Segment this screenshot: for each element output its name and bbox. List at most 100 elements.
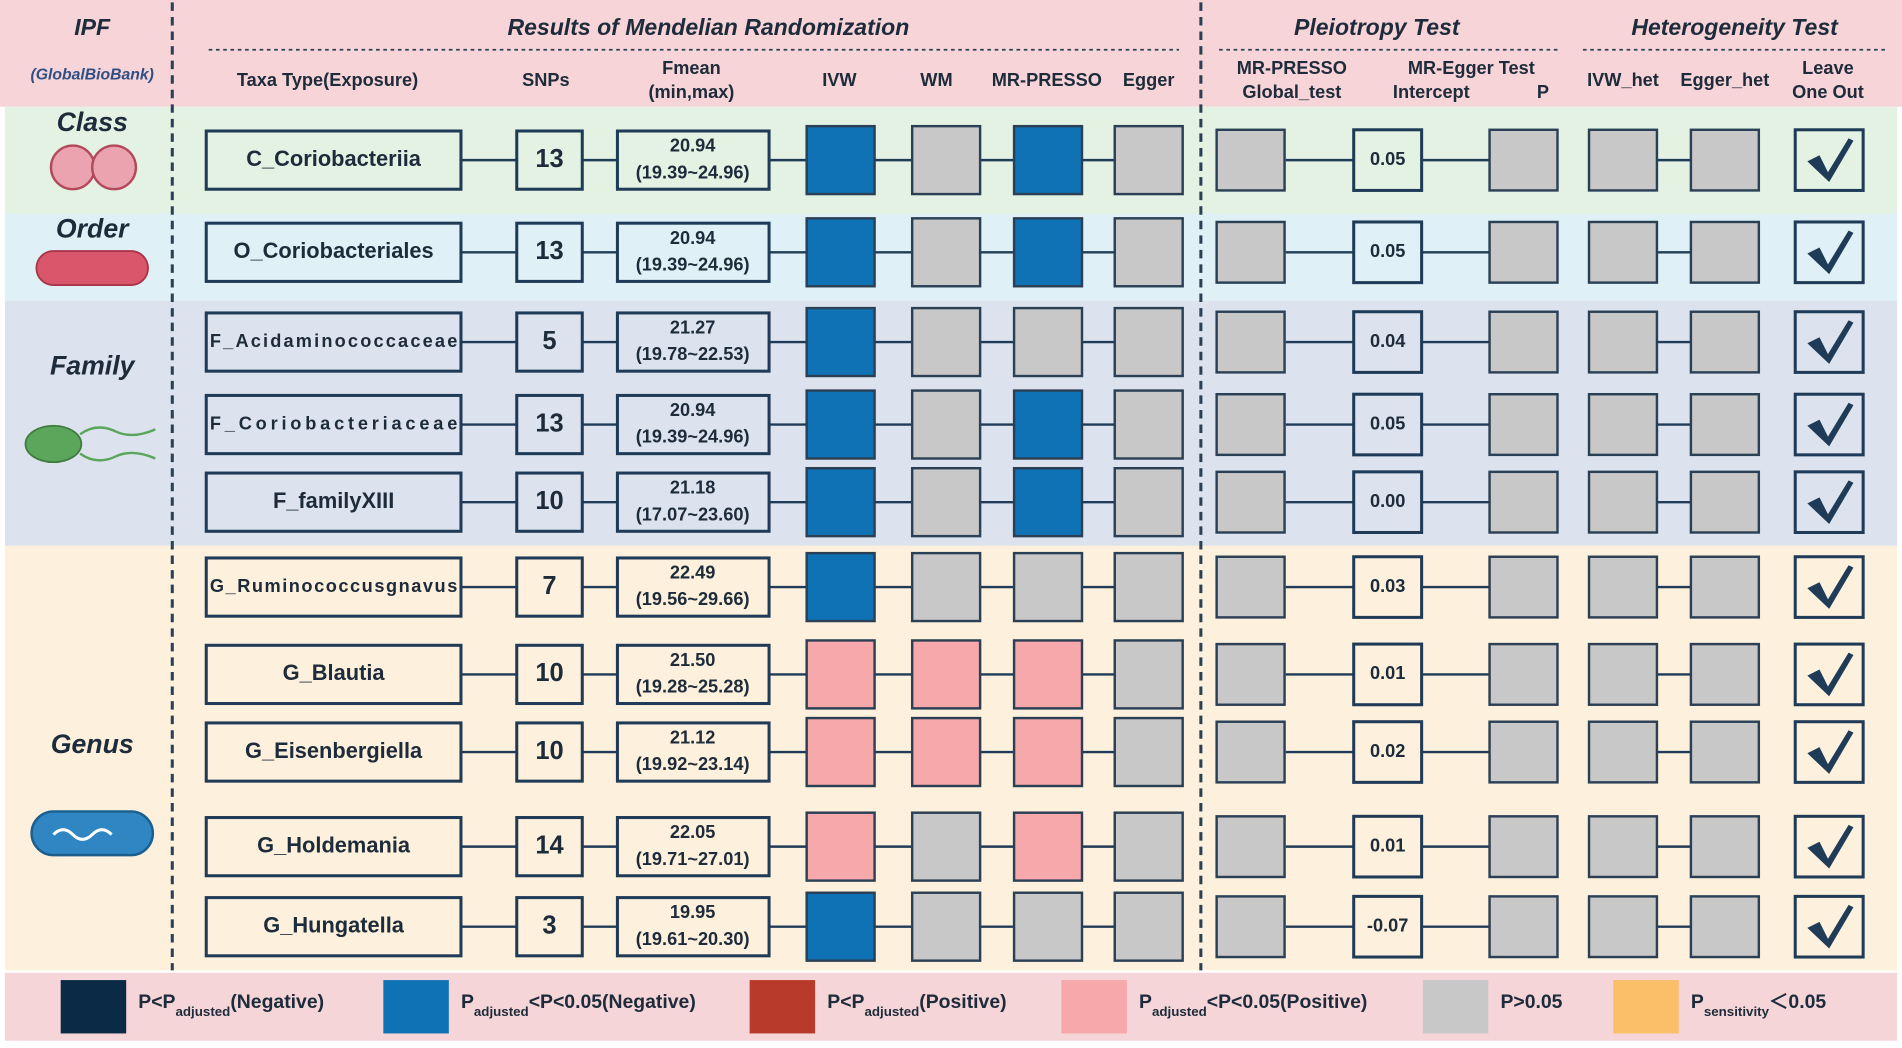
- taxa-box: [204, 471, 463, 533]
- taxa: G_Holdemania: [257, 832, 411, 857]
- fmean-box: [615, 221, 771, 283]
- snps-box: [515, 896, 584, 958]
- fmean: 20.94: [670, 136, 716, 156]
- test-result: [1689, 895, 1761, 959]
- check-mark: [1807, 320, 1854, 364]
- snps-box: [515, 393, 584, 456]
- legend-label: Psensitivity＜0.05: [1691, 991, 1826, 1019]
- test-result: [1587, 220, 1659, 284]
- test-result: [1215, 555, 1286, 619]
- legend-label-part: ＜0.05: [1769, 991, 1826, 1013]
- mr-result: [805, 217, 876, 288]
- legend-label: P<Padjusted(Positive): [827, 991, 1006, 1019]
- test-result: [1488, 720, 1559, 784]
- legend-label-part: (Positive): [919, 991, 1006, 1013]
- intercept-box: [1352, 720, 1424, 784]
- intercept: 0.05: [1370, 149, 1405, 169]
- intercept: 0.05: [1370, 413, 1405, 433]
- mr-result: [1113, 811, 1184, 882]
- fmean: 20.94: [670, 400, 716, 420]
- snps: 10: [535, 659, 563, 687]
- mr-result: [910, 639, 982, 710]
- table: Class C_Coriobacteriia 13 20.94 (19.39~24.96…: [4, 106, 1898, 971]
- test-result: [1587, 310, 1659, 374]
- intercept: -0.07: [1367, 916, 1408, 936]
- fmean-box: [615, 129, 771, 191]
- fmean: 21.12: [670, 728, 716, 748]
- snps: 10: [535, 737, 563, 765]
- mr-result: [1012, 306, 1084, 378]
- taxa-box: [204, 393, 463, 456]
- check-mark: [1807, 565, 1854, 609]
- column-header: Egger_het: [1680, 70, 1769, 90]
- mr-result: [1012, 716, 1084, 788]
- icon: [24, 424, 83, 464]
- intercept-box: [1352, 470, 1424, 535]
- mr-result: [910, 551, 982, 623]
- group-label: Genus: [51, 729, 134, 759]
- outcome: IPF: [74, 14, 111, 40]
- legend-swatch: [383, 980, 449, 1034]
- test-result: [1689, 815, 1761, 879]
- snps: 5: [542, 327, 556, 355]
- fmean-box: [615, 816, 771, 878]
- mr-result: [910, 389, 982, 460]
- group-label: Family: [50, 351, 136, 381]
- test-result: [1215, 128, 1286, 192]
- mr-result: [1113, 389, 1184, 460]
- icon: [49, 144, 96, 191]
- intercept-box: [1352, 555, 1424, 619]
- heterogeneity-title: Heterogeneity Test: [1631, 14, 1839, 40]
- mr-result: [910, 466, 982, 538]
- intercept-box: [1352, 310, 1424, 374]
- test-result: [1215, 470, 1286, 534]
- mr-result: [805, 306, 876, 378]
- icon: [52, 828, 113, 841]
- group-label: Class: [57, 107, 128, 137]
- taxa: C_Coriobacteriia: [246, 146, 422, 171]
- mr-result: [1012, 551, 1084, 623]
- snps-box: [515, 556, 584, 618]
- snps-box: [515, 643, 584, 706]
- snps: 13: [535, 409, 563, 437]
- taxa: G_Hungatella: [263, 912, 405, 937]
- mr-result: [805, 811, 876, 882]
- intercept-box: [1352, 220, 1424, 285]
- snps: 10: [535, 487, 563, 515]
- fmean-range: (19.61~20.30): [636, 929, 750, 949]
- intercept-box: [1352, 392, 1424, 457]
- test-result: [1689, 470, 1761, 534]
- taxa: O_Coriobacteriales: [234, 238, 434, 263]
- snps-box: [515, 129, 584, 191]
- test-result: [1488, 815, 1559, 879]
- mr-result: [1012, 217, 1084, 288]
- taxa: F_familyXIII: [273, 488, 394, 513]
- intercept: 0.00: [1370, 491, 1405, 511]
- snps: 13: [535, 237, 563, 265]
- column-header: SNPs: [522, 70, 570, 90]
- fmean-range: (19.78~22.53): [636, 344, 750, 364]
- fmean: 19.95: [670, 902, 716, 922]
- taxa-box: [204, 221, 463, 283]
- legend-swatch: [60, 980, 127, 1034]
- fmean-box: [615, 393, 771, 456]
- fmean: 21.18: [670, 478, 716, 498]
- taxa-box: [204, 721, 463, 783]
- check-mark: [1807, 652, 1854, 697]
- taxa-box: [204, 129, 463, 191]
- test-result: [1689, 555, 1761, 619]
- mr-result: [1113, 891, 1184, 962]
- snps-box: [515, 721, 584, 783]
- fmean-box: [615, 721, 771, 783]
- intercept-box: [1352, 128, 1424, 192]
- test-result: [1488, 128, 1559, 192]
- test-result: [1689, 720, 1761, 784]
- check-mark: [1807, 230, 1854, 275]
- fmean: 22.05: [670, 822, 716, 842]
- test-result: [1488, 310, 1559, 374]
- legend-label-part: adjusted: [1152, 1004, 1207, 1019]
- mr-result: [1012, 811, 1084, 882]
- taxa: G_Ruminococcusgnavus: [210, 576, 457, 596]
- mr-result: [805, 389, 876, 460]
